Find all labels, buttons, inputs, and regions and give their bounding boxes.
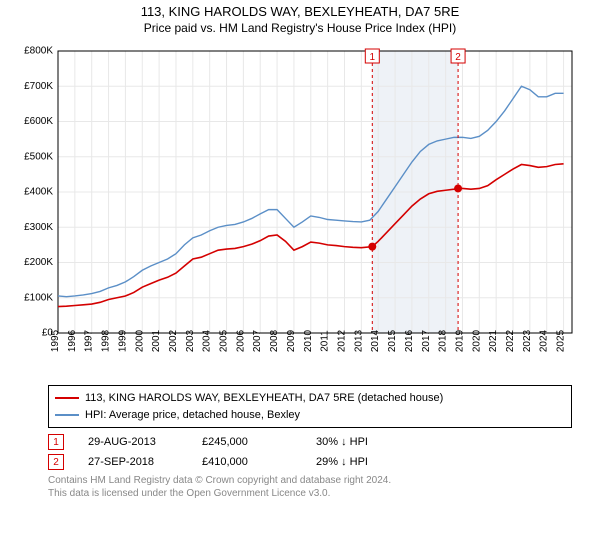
annotation-row: 1 29-AUG-2013 £245,000 30% ↓ HPI xyxy=(48,434,572,450)
legend-swatch-line xyxy=(55,397,79,399)
legend-item: HPI: Average price, detached house, Bexl… xyxy=(55,407,565,424)
svg-text:2: 2 xyxy=(455,52,461,63)
title-block: 113, KING HAROLDS WAY, BEXLEYHEATH, DA7 … xyxy=(0,0,600,35)
svg-text:2013: 2013 xyxy=(353,329,364,352)
svg-text:2020: 2020 xyxy=(471,329,482,352)
annotation-date: 27-SEP-2018 xyxy=(88,456,178,468)
annotation-price: £245,000 xyxy=(202,436,292,448)
svg-text:2012: 2012 xyxy=(336,329,347,352)
svg-text:2024: 2024 xyxy=(539,329,550,352)
svg-text:£800K: £800K xyxy=(24,46,53,57)
svg-text:2007: 2007 xyxy=(252,329,263,352)
svg-text:2017: 2017 xyxy=(421,329,432,352)
annotation-delta: 30% ↓ HPI xyxy=(316,436,406,448)
svg-text:£500K: £500K xyxy=(24,151,53,162)
annotation-row: 2 27-SEP-2018 £410,000 29% ↓ HPI xyxy=(48,454,572,470)
annotation-number-box: 1 xyxy=(48,434,64,450)
svg-text:2010: 2010 xyxy=(303,329,314,352)
annotation-table: 1 29-AUG-2013 £245,000 30% ↓ HPI 2 27-SE… xyxy=(48,434,572,470)
annotation-number-box: 2 xyxy=(48,454,64,470)
chart-subtitle: Price paid vs. HM Land Registry's House … xyxy=(0,21,600,35)
svg-text:2001: 2001 xyxy=(151,329,162,352)
legend-label: 113, KING HAROLDS WAY, BEXLEYHEATH, DA7 … xyxy=(85,390,443,407)
svg-text:2016: 2016 xyxy=(404,329,415,352)
svg-text:£100K: £100K xyxy=(24,292,53,303)
chart-svg: £0£100K£200K£300K£400K£500K£600K£700K£80… xyxy=(10,41,590,381)
svg-text:£400K: £400K xyxy=(24,187,53,198)
footer-line: This data is licensed under the Open Gov… xyxy=(48,487,572,500)
svg-text:£700K: £700K xyxy=(24,81,53,92)
svg-text:2014: 2014 xyxy=(370,329,381,352)
svg-text:2006: 2006 xyxy=(235,329,246,352)
svg-text:2005: 2005 xyxy=(219,329,230,352)
legend: 113, KING HAROLDS WAY, BEXLEYHEATH, DA7 … xyxy=(48,385,572,428)
footer: Contains HM Land Registry data © Crown c… xyxy=(48,474,572,500)
svg-text:2025: 2025 xyxy=(556,329,567,352)
svg-text:£300K: £300K xyxy=(24,222,53,233)
svg-text:2019: 2019 xyxy=(454,329,465,352)
svg-text:2015: 2015 xyxy=(387,329,398,352)
svg-text:1999: 1999 xyxy=(117,329,128,352)
svg-text:1996: 1996 xyxy=(67,329,78,352)
svg-text:£600K: £600K xyxy=(24,116,53,127)
footer-line: Contains HM Land Registry data © Crown c… xyxy=(48,474,572,487)
svg-text:2011: 2011 xyxy=(320,330,331,352)
svg-text:1998: 1998 xyxy=(101,329,112,352)
svg-text:2009: 2009 xyxy=(286,329,297,352)
chart-title: 113, KING HAROLDS WAY, BEXLEYHEATH, DA7 … xyxy=(0,4,600,19)
svg-text:2004: 2004 xyxy=(202,329,213,352)
svg-text:1997: 1997 xyxy=(84,329,95,352)
chart-area: £0£100K£200K£300K£400K£500K£600K£700K£80… xyxy=(10,41,590,381)
legend-swatch-line xyxy=(55,414,79,416)
annotation-price: £410,000 xyxy=(202,456,292,468)
page-root: 113, KING HAROLDS WAY, BEXLEYHEATH, DA7 … xyxy=(0,0,600,560)
svg-text:2018: 2018 xyxy=(438,329,449,352)
annotation-delta: 29% ↓ HPI xyxy=(316,456,406,468)
svg-text:2022: 2022 xyxy=(505,329,516,352)
svg-text:2000: 2000 xyxy=(134,329,145,352)
svg-text:£200K: £200K xyxy=(24,257,53,268)
svg-text:2021: 2021 xyxy=(488,329,499,352)
annotation-date: 29-AUG-2013 xyxy=(88,436,178,448)
svg-text:2002: 2002 xyxy=(168,329,179,352)
svg-text:2003: 2003 xyxy=(185,329,196,352)
svg-text:2008: 2008 xyxy=(269,329,280,352)
svg-text:1: 1 xyxy=(370,52,376,63)
legend-label: HPI: Average price, detached house, Bexl… xyxy=(85,407,300,424)
svg-text:1995: 1995 xyxy=(50,329,61,352)
legend-item: 113, KING HAROLDS WAY, BEXLEYHEATH, DA7 … xyxy=(55,390,565,407)
svg-text:2023: 2023 xyxy=(522,329,533,352)
